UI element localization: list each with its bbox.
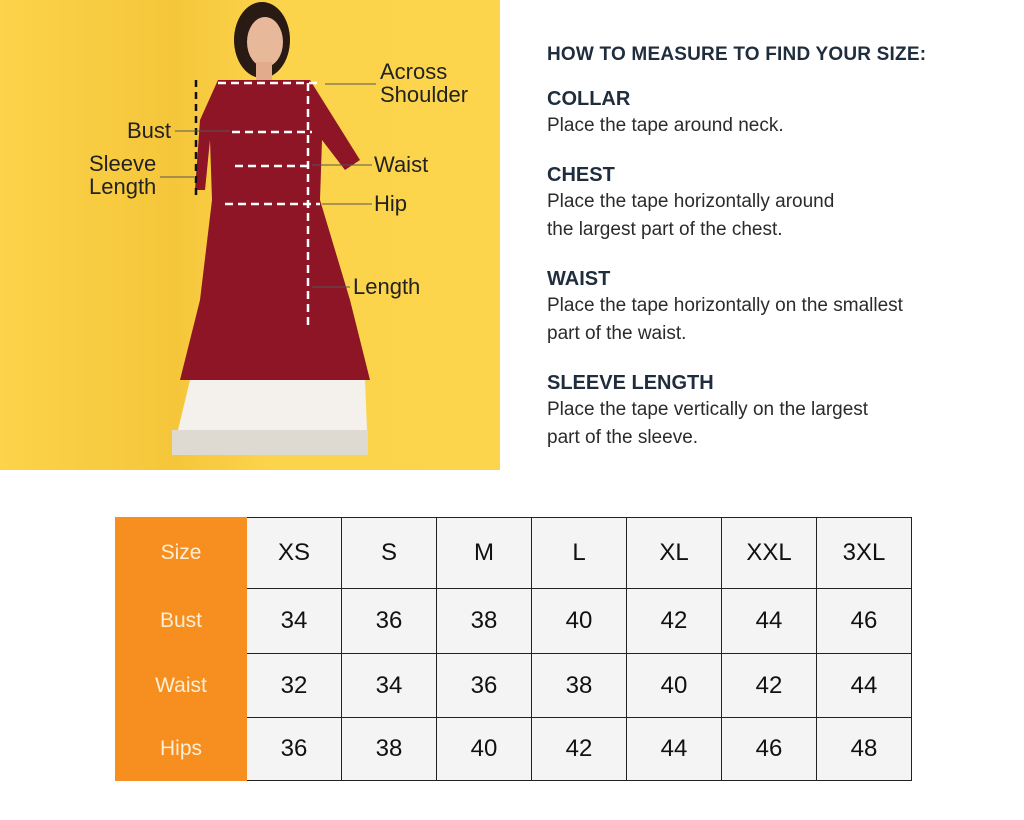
section-text: part of the sleeve. bbox=[547, 427, 699, 448]
table-cell: 44 bbox=[816, 653, 912, 718]
table-cell: 48 bbox=[816, 717, 912, 781]
table-cell: S bbox=[341, 517, 437, 589]
table-cell: 36 bbox=[246, 717, 342, 781]
model-figure bbox=[160, 2, 376, 455]
table-cell: 34 bbox=[246, 588, 342, 654]
table-cell: 42 bbox=[531, 717, 627, 781]
section-heading: WAIST bbox=[547, 268, 611, 290]
guide-title: HOW TO MEASURE TO FIND YOUR SIZE: bbox=[547, 44, 927, 65]
table-cell: XS bbox=[246, 517, 342, 589]
table-cell: M bbox=[436, 517, 532, 589]
table-cell: 40 bbox=[626, 653, 722, 718]
guide-chest: CHEST Place the tape horizontally around t… bbox=[547, 162, 987, 244]
sleeve-length-label-2: Length bbox=[89, 174, 157, 199]
table-cell: 46 bbox=[721, 717, 817, 781]
guide-sleeve-length: SLEEVE LENGTH Place the tape vertically o… bbox=[547, 370, 987, 452]
across-shoulder-label-2: Shoulder bbox=[380, 82, 469, 107]
table-cell: 34 bbox=[341, 653, 437, 718]
table-row: Bust 34 36 38 40 42 44 46 bbox=[115, 588, 912, 654]
table-cell: 36 bbox=[436, 653, 532, 718]
row-header: Waist bbox=[115, 653, 247, 718]
section-heading: COLLAR bbox=[547, 88, 631, 110]
table-cell: 38 bbox=[341, 717, 437, 781]
hip-label: Hip bbox=[374, 191, 408, 216]
table-cell: 38 bbox=[436, 588, 532, 654]
size-table: Size XS S M L XL XXL 3XL Bust 34 36 38 40 42 44 46 Waist… bbox=[115, 517, 912, 781]
section-heading: SLEEVE LENGTH bbox=[547, 372, 714, 394]
table-cell: 44 bbox=[721, 588, 817, 654]
table-cell: L bbox=[531, 517, 627, 589]
table-row: Hips 36 38 40 42 44 46 48 bbox=[115, 717, 912, 781]
guide-waist: WAIST Place the tape horizontally on the … bbox=[547, 266, 987, 348]
table-cell: 46 bbox=[816, 588, 912, 654]
table-cell: XL bbox=[626, 517, 722, 589]
section-text: Place the tape around neck. bbox=[547, 115, 784, 136]
table-cell: 44 bbox=[626, 717, 722, 781]
table-cell: 42 bbox=[721, 653, 817, 718]
row-header: Hips bbox=[115, 717, 247, 781]
table-cell: XXL bbox=[721, 517, 817, 589]
measurement-illustration: Across Shoulder Bust Sleeve Length Waist… bbox=[0, 0, 500, 470]
section-text: Place the tape horizontally on the small… bbox=[547, 295, 903, 316]
section-heading: CHEST bbox=[547, 164, 615, 186]
table-cell: 40 bbox=[531, 588, 627, 654]
sleeve-length-label: Sleeve bbox=[89, 151, 157, 176]
section-text: Place the tape vertically on the largest bbox=[547, 399, 869, 420]
table-cell: 3XL bbox=[816, 517, 912, 589]
table-cell: 40 bbox=[436, 717, 532, 781]
table-cell: 32 bbox=[246, 653, 342, 718]
row-header: Size bbox=[115, 517, 247, 589]
table-cell: 38 bbox=[531, 653, 627, 718]
table-row: Size XS S M L XL XXL 3XL bbox=[115, 517, 912, 589]
table-cell: 42 bbox=[626, 588, 722, 654]
table-cell: 36 bbox=[341, 588, 437, 654]
guide-collar: COLLAR Place the tape around neck. bbox=[547, 86, 987, 140]
bust-label: Bust bbox=[127, 118, 172, 143]
section-text: part of the waist. bbox=[547, 323, 687, 344]
waist-label: Waist bbox=[374, 152, 429, 177]
measuring-guide: HOW TO MEASURE TO FIND YOUR SIZE: COLLAR… bbox=[547, 44, 987, 474]
across-shoulder-label: Across bbox=[380, 59, 448, 84]
length-label: Length bbox=[353, 274, 421, 299]
table-row: Waist 32 34 36 38 40 42 44 bbox=[115, 653, 912, 718]
row-header: Bust bbox=[115, 588, 247, 654]
section-text: Place the tape horizontally around bbox=[547, 191, 835, 212]
section-text: the largest part of the chest. bbox=[547, 219, 783, 240]
